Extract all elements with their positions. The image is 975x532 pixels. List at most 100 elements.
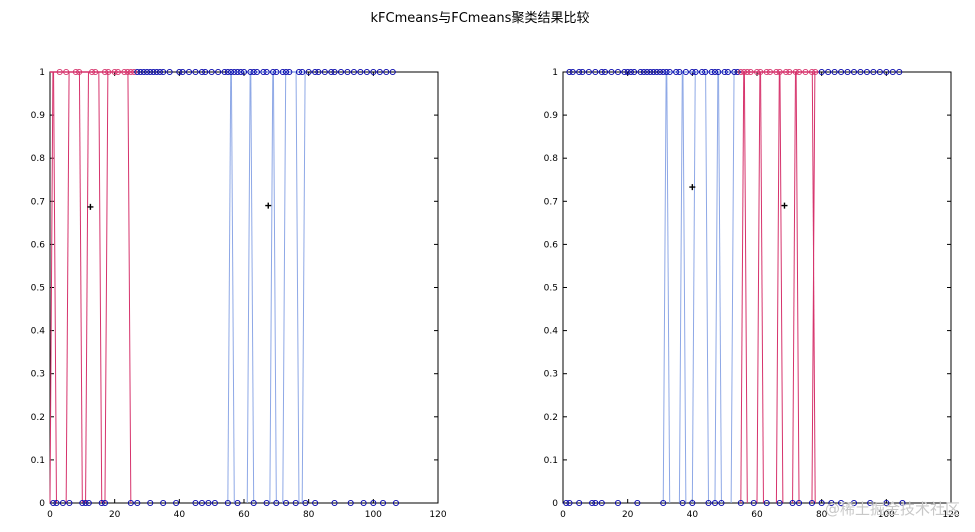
data-point-marker [808,68,816,76]
data-point-marker [863,68,870,76]
cluster-red-line [98,71,103,504]
y-tick-label: 1 [39,68,45,78]
cluster-red-line [78,71,83,504]
data-point-marker [750,499,757,507]
data-point-marker [631,68,638,76]
x-tick-label: 60 [238,510,250,520]
data-point-marker [101,68,109,76]
data-point-marker [763,68,770,76]
data-point-marker [838,68,845,76]
data-point-marker [72,68,79,76]
data-point-marker [176,68,183,76]
cluster-red-line [104,71,109,504]
data-point-marker [844,68,851,76]
data-point-marker [202,68,209,76]
data-point-marker [792,68,799,76]
cluster-blue-line [682,71,687,504]
data-point-marker [85,499,92,507]
data-point-marker [134,499,141,507]
data-point-marker [50,499,57,507]
data-point-marker [644,68,651,76]
data-point-marker [153,68,160,76]
x-tick-label: 120 [429,510,446,520]
data-point-marker [82,499,89,507]
data-point-marker [656,68,664,76]
data-point-marker [392,499,400,507]
data-point-marker [228,68,235,76]
data-point-marker [876,68,883,76]
data-point-marker [131,68,138,76]
x-tick-label: 120 [942,510,959,520]
data-point-marker [92,68,99,76]
data-point-marker [705,499,712,507]
data-point-marker [592,68,599,76]
right-plot: 0 20 40 60 80 100 120 0 0.1 0.2 0.3 0.4 0.5 0.6 0.7 0.8… [544,68,960,520]
data-point-marker [331,68,338,76]
data-point-marker [702,68,709,76]
data-point-marker [357,68,364,76]
data-point-marker [147,68,154,76]
data-point-marker [650,68,657,76]
data-point-marker [350,68,357,76]
data-point-marker [337,68,345,76]
data-point-marker [850,499,858,507]
data-point-marker [831,68,838,76]
data-point-marker [802,68,809,76]
data-point-marker [621,68,628,76]
watermark-text: @稀土掘金技术社区 [825,500,960,518]
data-point-marker [331,499,338,507]
data-point-marker [673,68,680,76]
cluster-blue-line [250,71,255,504]
data-point-marker [185,68,193,76]
data-point-marker [624,68,631,76]
data-point-marker [127,499,134,507]
data-point-marker [273,68,280,76]
data-point-marker [282,68,290,76]
data-point-marker [598,68,605,76]
y-tick-label: 0.7 [31,197,45,207]
data-point-marker [198,68,206,76]
data-point-marker [98,499,105,507]
data-point-marker [63,68,70,76]
x-tick-label: 80 [816,510,828,520]
y-tick-label: 0.7 [544,197,558,207]
data-point-marker [896,68,903,76]
data-point-marker [295,68,303,76]
data-point-marker [231,68,238,76]
data-point-marker [312,499,319,507]
cluster-center-marker [265,202,272,209]
cluster-blue-line [666,71,671,504]
y-tick-label: 0.1 [31,456,45,466]
data-point-marker [744,68,751,76]
data-point-marker [270,68,277,76]
cluster-blue-line [282,71,287,504]
x-tick-label: 100 [878,510,895,520]
data-point-marker [286,68,293,76]
data-point-marker [666,68,673,76]
y-tick-label: 0.3 [31,370,45,380]
data-point-marker [899,499,906,507]
data-point-marker [363,68,370,76]
data-point-marker [608,68,615,76]
data-point-marker [718,499,725,507]
data-point-marker [818,499,825,507]
data-point-marker [724,68,731,76]
cluster-red-line [792,71,796,504]
data-point-marker [179,68,186,76]
data-point-marker [389,68,396,76]
data-point-marker [689,68,696,76]
data-point-marker [812,68,819,76]
cluster-blue-line [730,71,735,504]
y-tick-label: 0.3 [544,370,558,380]
cluster-blue-line [714,71,719,504]
data-point-marker [143,68,151,76]
cluster-red-line [740,71,745,504]
cluster-red-line [779,71,784,504]
data-point-marker [818,68,825,76]
data-point-marker [305,68,312,76]
data-point-marker [698,68,706,76]
cluster-blue-line [705,71,709,504]
data-point-marker [215,68,222,76]
data-point-marker [224,499,231,507]
